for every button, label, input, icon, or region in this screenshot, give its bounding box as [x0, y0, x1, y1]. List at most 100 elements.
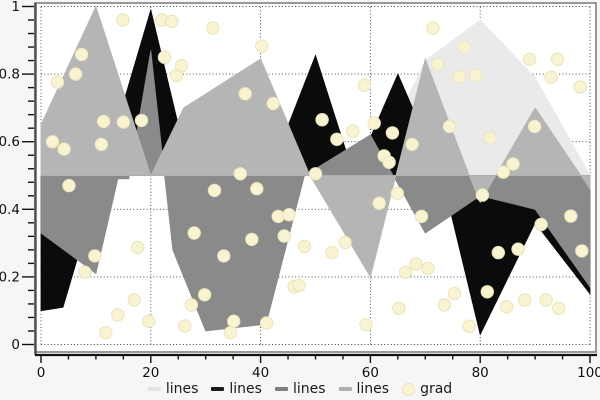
scatter-dot [266, 96, 280, 111]
scatter-dot [57, 142, 71, 156]
scatter-dot [99, 326, 113, 340]
scatter-dot [483, 131, 497, 145]
legend-line-marker-icon [211, 387, 225, 391]
legend-line-marker-icon [147, 387, 161, 391]
x-tick-label: 0 [37, 365, 46, 381]
scatter-dot [359, 317, 373, 332]
y-tick-label: 0.8 [0, 67, 20, 83]
scatter-dot [575, 244, 589, 258]
y-tick-label: 0.4 [0, 202, 20, 218]
x-tick-label: 20 [142, 365, 159, 381]
scatter-dot [227, 314, 241, 328]
scatter-dot [130, 240, 145, 255]
scatter-dot [367, 116, 381, 130]
scatter-dot [372, 196, 386, 210]
y-tick-label: 0.2 [0, 269, 20, 285]
legend-item-grad: grad [402, 382, 452, 396]
scatter-dot [116, 13, 130, 27]
x-tick-label: 60 [362, 365, 379, 381]
scatter-dot [271, 209, 285, 224]
scatter-dot [250, 182, 264, 196]
scatter-dot [431, 57, 445, 72]
scatter-dot [277, 229, 291, 243]
scatter-dot [94, 137, 109, 152]
scatter-dot [68, 67, 83, 81]
scatter-dot [564, 209, 578, 223]
scatter-dot [184, 298, 199, 312]
scatter-dot [292, 278, 306, 293]
scatter-dot [452, 70, 466, 84]
legend-label: lines [165, 381, 199, 397]
scatter-dot [534, 217, 548, 232]
scatter-dot [157, 50, 172, 64]
scatter-dot [385, 126, 400, 140]
legend-label: lines [356, 381, 390, 397]
scatter-dot [88, 249, 102, 263]
scatter-dot [522, 52, 537, 66]
scatter-dot [308, 167, 323, 181]
scatter-dot [475, 188, 490, 202]
scatter-dot [338, 235, 352, 250]
scatter-dot [134, 113, 149, 128]
legend-item-lines: lines [147, 381, 199, 397]
scatter-dot [544, 70, 558, 84]
legend-line-marker-icon [274, 387, 288, 391]
scatter-dot [74, 47, 89, 62]
y-tick-label: 1 [11, 0, 20, 15]
scatter-dot [469, 68, 483, 83]
scatter-dot [552, 301, 566, 315]
scatter-dot [62, 178, 76, 193]
scatter-dot [45, 135, 60, 149]
scatter-dot [442, 119, 457, 134]
scatter-dot [315, 113, 329, 127]
scatter-dot [255, 39, 269, 53]
y-tick-label: 0 [11, 337, 20, 353]
scatter-dot [297, 239, 312, 254]
scatter-dot [127, 293, 142, 307]
scatter-dot [462, 319, 476, 333]
scatter-dot [437, 298, 452, 312]
legend-line-marker-icon [338, 387, 352, 391]
scatter-dot [50, 75, 65, 89]
scatter-dot [282, 208, 296, 222]
scatter-dot [325, 245, 339, 260]
scatter-dot [245, 232, 259, 247]
legend-dot-marker-icon [402, 382, 416, 396]
scatter-dot [197, 288, 212, 302]
scatter-dot [447, 286, 462, 301]
scatter-dot [480, 285, 494, 299]
legend-item-lines: lines [338, 381, 390, 397]
scatter-dot [491, 245, 505, 260]
scatter-dot [165, 14, 179, 29]
scatter-dot [392, 301, 406, 315]
scatter-dot [78, 265, 92, 279]
scatter-dot [96, 114, 111, 129]
legend-label: grad [420, 381, 453, 397]
scatter-dot [518, 293, 532, 307]
scatter-dot [409, 257, 423, 271]
scatter-dot [527, 119, 542, 134]
x-tick-label: 40 [252, 365, 269, 381]
scatter-dot [496, 165, 510, 179]
scatter-dot [116, 115, 131, 129]
scatter-dot [426, 21, 440, 35]
y-tick-label: 0.6 [0, 134, 20, 150]
x-tick-label: 80 [472, 365, 489, 381]
area-series-4 [40, 5, 591, 278]
scatter-dot [414, 209, 429, 224]
scatter-dot [550, 52, 565, 66]
scatter-dot [398, 265, 413, 279]
scatter-dot [141, 314, 156, 328]
scatter-dot [382, 155, 396, 170]
x-tick-label: 100 [577, 365, 600, 381]
scatter-dot [206, 21, 220, 35]
scatter-dot [421, 261, 435, 276]
scatter-dot [405, 137, 419, 152]
scatter-dot [259, 316, 274, 330]
scatter-dot [187, 226, 201, 240]
scatter-dot [207, 183, 222, 198]
scatter-dot [346, 124, 360, 138]
legend-label: lines [292, 381, 326, 397]
